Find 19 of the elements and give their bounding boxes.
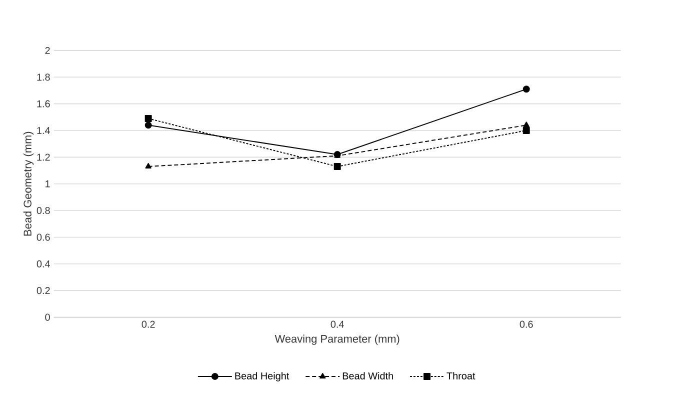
x-tick-label: 0.2 (142, 320, 155, 328)
legend-label: Throat (446, 372, 476, 380)
y-axis-title: Bead Geometry (mm) (23, 132, 34, 236)
x-tick-label: 0.6 (520, 320, 533, 328)
y-tick-label: 1 (46, 180, 50, 188)
y-tick-label: 0.4 (36, 260, 50, 268)
y-tick-label: 0 (45, 314, 50, 321)
y-tick-label: 0.2 (36, 286, 50, 294)
y-tick-label: 1.8 (37, 73, 50, 80)
y-tick-label: 0.8 (36, 206, 50, 214)
x-tick-label: 0.4 (330, 320, 344, 328)
legend-label: Bead Width (342, 372, 393, 380)
y-tick-label: 1.4 (37, 126, 50, 134)
legend-label: Bead Height (235, 372, 290, 382)
y-tick-label: 0.6 (36, 234, 50, 241)
y-tick-label: 2 (45, 46, 50, 54)
x-axis-title: Weaving Parameter (mm) (274, 334, 400, 345)
y-tick-label: 1.6 (37, 100, 50, 108)
y-tick-label: 1.2 (37, 154, 50, 160)
